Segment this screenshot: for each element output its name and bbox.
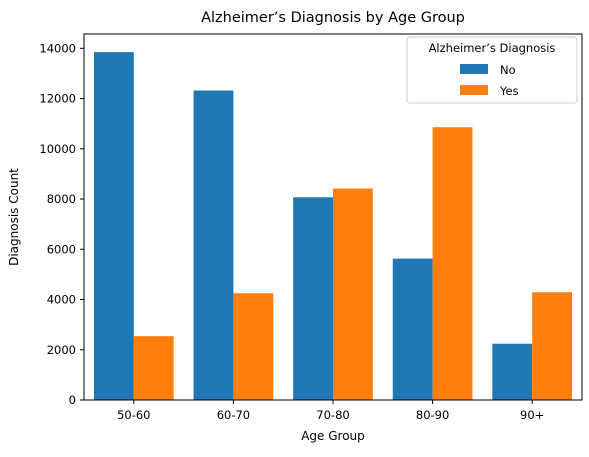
bars-layer [94,52,572,400]
x-tick-label: 60-70 [217,408,250,422]
bar-yes-90+ [532,292,572,400]
legend: Alzheimer’s Diagnosis No Yes [407,37,577,103]
legend-label-no: No [500,63,516,77]
x-tick-label: 70-80 [316,408,349,422]
bar-no-90+ [492,344,532,400]
bar-no-70-80 [293,197,333,400]
bar-yes-70-80 [333,188,373,400]
y-tick-label: 14000 [39,41,76,55]
y-tick-label: 12000 [39,92,76,106]
legend-swatch-yes [460,85,488,95]
bar-no-60-70 [194,91,234,400]
y-tick-label: 0 [69,393,76,407]
legend-label-yes: Yes [499,84,519,98]
bar-yes-50-60 [134,336,174,400]
y-tick-label: 8000 [47,192,76,206]
bar-yes-60-70 [233,293,273,400]
bar-no-50-60 [94,52,134,400]
legend-swatch-no [460,64,488,74]
y-tick-label: 10000 [39,142,76,156]
legend-title: Alzheimer’s Diagnosis [429,41,556,55]
y-tick-label: 6000 [47,242,76,256]
chart-title: Alzheimer’s Diagnosis by Age Group [201,10,465,26]
x-tick-label: 50-60 [117,408,150,422]
y-tick-label: 2000 [47,343,76,357]
y-axis-label: Diagnosis Count [7,168,21,266]
bar-no-80-90 [393,259,433,400]
x-tick-label: 80-90 [416,408,449,422]
x-axis-label: Age Group [301,429,365,443]
y-axis: 0 2000 4000 6000 8000 10000 12000 14000 [39,41,84,407]
y-tick-label: 4000 [47,293,76,307]
x-axis: 50-60 60-70 70-80 80-90 90+ [117,400,544,422]
bar-yes-80-90 [433,127,473,400]
x-tick-label: 90+ [520,408,544,422]
